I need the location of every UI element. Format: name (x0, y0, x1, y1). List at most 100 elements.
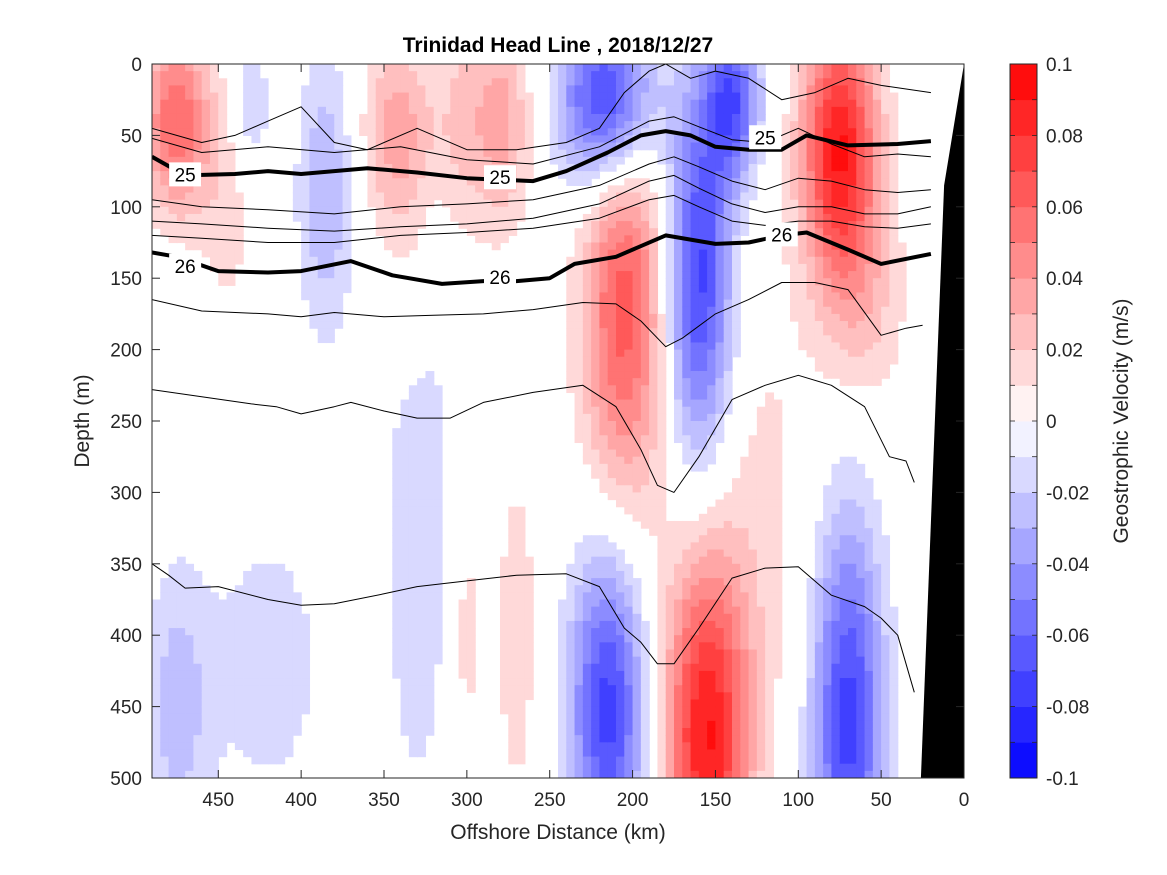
velocity-cell (806, 263, 816, 272)
velocity-cell (301, 192, 311, 201)
velocity-cell (508, 142, 518, 151)
velocity-cell (276, 635, 286, 643)
velocity-cell (632, 142, 642, 151)
velocity-cell (723, 520, 733, 529)
velocity-cell (740, 99, 750, 108)
velocity-cell (582, 71, 592, 79)
velocity-cell (872, 299, 882, 308)
velocity-cell (698, 192, 708, 201)
velocity-cell (856, 278, 866, 286)
velocity-cell (773, 478, 783, 486)
velocity-cell (698, 328, 708, 336)
velocity-cell (674, 135, 683, 144)
velocity-cell (839, 663, 849, 672)
velocity-cell (226, 649, 236, 658)
velocity-cell (226, 620, 236, 629)
velocity-cell (732, 163, 741, 172)
velocity-cell (856, 763, 866, 772)
velocity-cell (649, 306, 659, 315)
velocity-cell (682, 535, 692, 543)
velocity-cell (624, 149, 634, 158)
velocity-cell (508, 585, 518, 593)
velocity-cell (690, 335, 700, 344)
velocity-cell (160, 770, 170, 778)
velocity-cell (582, 421, 592, 429)
velocity-cell (160, 699, 170, 708)
velocity-cell (665, 549, 675, 558)
velocity-cell (723, 242, 733, 251)
velocity-cell (500, 570, 509, 579)
velocity-cell (176, 742, 186, 751)
velocity-cell (748, 85, 758, 94)
velocity-cell (690, 228, 700, 236)
velocity-cell (508, 85, 518, 94)
velocity-cell (160, 663, 170, 672)
velocity-cell (864, 528, 874, 536)
velocity-cell (342, 149, 352, 158)
velocity-cell (574, 71, 584, 79)
velocity-cell (582, 292, 592, 301)
velocity-cell (317, 299, 327, 308)
velocity-cell (201, 628, 211, 636)
velocity-cell (732, 99, 741, 108)
velocity-cell (690, 670, 700, 679)
velocity-cell (674, 649, 683, 658)
velocity-cell (640, 292, 650, 301)
velocity-cell (268, 706, 277, 715)
velocity-cell (698, 242, 708, 251)
velocity-cell (591, 335, 601, 344)
velocity-cell (632, 221, 642, 229)
velocity-cell (417, 199, 427, 208)
velocity-cell (259, 749, 269, 758)
velocity-cell (599, 556, 609, 565)
velocity-cell (756, 578, 766, 586)
velocity-cell (682, 685, 692, 693)
velocity-cell (218, 620, 228, 629)
velocity-cell (259, 635, 269, 643)
velocity-cell (450, 106, 460, 115)
velocity-cell (665, 592, 675, 601)
velocity-cell (309, 163, 319, 172)
velocity-cell (756, 463, 766, 472)
velocity-cell (823, 499, 833, 508)
velocity-cell (524, 656, 534, 665)
velocity-cell (284, 649, 294, 658)
velocity-cell (301, 213, 311, 222)
velocity-cell (417, 556, 427, 565)
velocity-cell (591, 763, 601, 772)
velocity-cell (674, 85, 683, 94)
velocity-cell (400, 613, 410, 622)
velocity-cell (168, 735, 178, 743)
velocity-cell (732, 228, 741, 236)
velocity-cell (715, 735, 725, 743)
velocity-cell (185, 692, 195, 701)
velocity-cell (309, 221, 319, 229)
velocity-cell (292, 613, 302, 622)
velocity-cell (823, 735, 833, 743)
velocity-cell (632, 685, 642, 693)
velocity-cell (823, 713, 833, 722)
velocity-cell (400, 720, 410, 729)
velocity-cell (690, 71, 700, 79)
velocity-cell (856, 242, 866, 251)
velocity-cell (781, 185, 791, 194)
velocity-cell (698, 85, 708, 94)
velocity-cell (823, 342, 833, 351)
velocity-cell (765, 499, 775, 508)
velocity-cell (806, 178, 816, 186)
velocity-cell (616, 678, 625, 686)
velocity-cell (889, 228, 899, 236)
velocity-cell (218, 663, 228, 672)
velocity-cell (798, 335, 808, 344)
velocity-cell (707, 592, 717, 601)
velocity-cell (201, 192, 211, 201)
velocity-cell (823, 728, 833, 736)
velocity-cell (848, 71, 857, 79)
velocity-cell (251, 720, 261, 729)
velocity-cell (723, 149, 733, 158)
velocity-cell (582, 135, 592, 144)
velocity-cell (848, 99, 857, 108)
velocity-cell (690, 692, 700, 701)
velocity-cell (168, 592, 178, 601)
velocity-cell (781, 113, 791, 122)
